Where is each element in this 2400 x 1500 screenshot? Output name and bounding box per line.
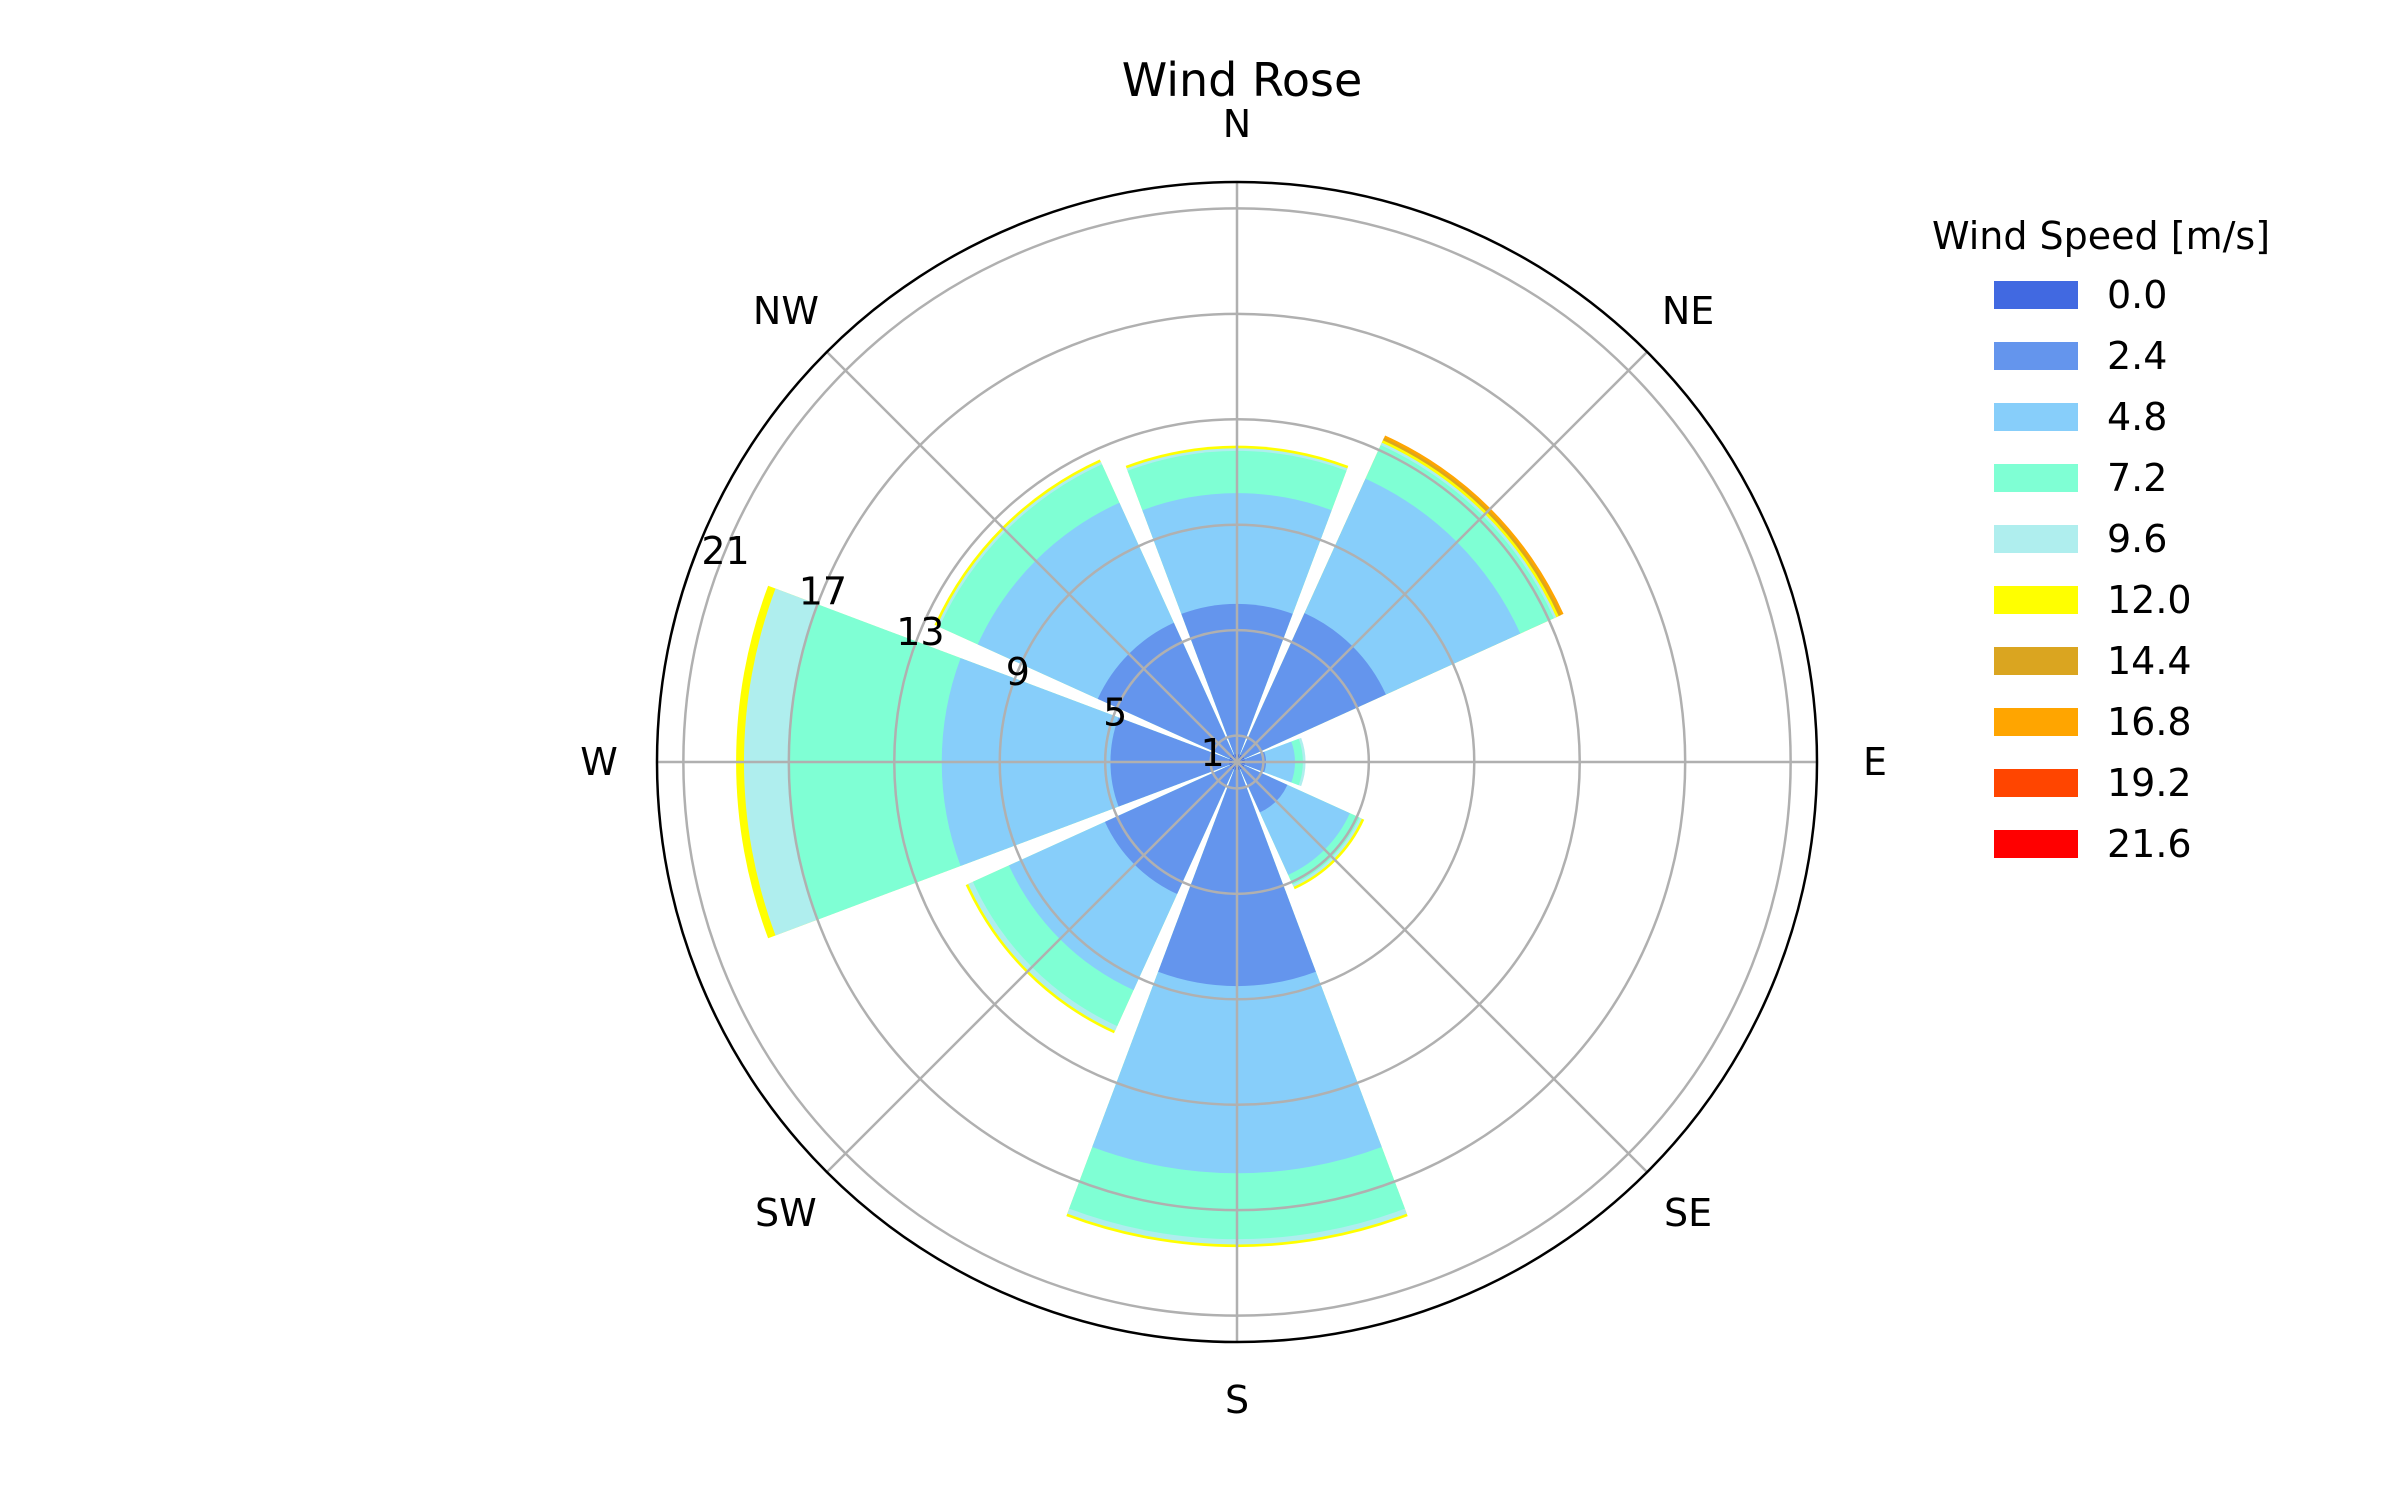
legend-swatch [1994, 525, 2078, 553]
direction-label-n: N [1223, 102, 1251, 146]
legend-swatch [1994, 586, 2078, 614]
radial-tick-label: 21 [701, 529, 749, 573]
grid-layer [657, 182, 1817, 1342]
direction-label-sw: SW [755, 1191, 817, 1235]
radial-tick-label: 17 [799, 570, 847, 614]
radial-tick-label: 9 [1006, 650, 1030, 694]
legend-label: 19.2 [2107, 761, 2192, 805]
legend-swatch [1994, 281, 2078, 309]
legend-swatch [1994, 830, 2078, 858]
legend-label: 4.8 [2107, 395, 2167, 439]
chart-title: Wind Rose [1122, 53, 1363, 107]
legend-swatch [1994, 708, 2078, 736]
radial-tick-label: 5 [1103, 691, 1127, 735]
legend-swatch [1994, 464, 2078, 492]
legend-label: 21.6 [2107, 822, 2192, 866]
direction-label-se: SE [1664, 1191, 1712, 1235]
legend-label: 12.0 [2107, 578, 2192, 622]
radial-tick-label: 1 [1201, 731, 1225, 775]
legend-label: 16.8 [2107, 700, 2192, 744]
legend-label: 7.2 [2107, 456, 2167, 500]
legend-label: 2.4 [2107, 334, 2167, 378]
direction-label-ne: NE [1662, 289, 1714, 333]
legend-label: 9.6 [2107, 517, 2167, 561]
direction-label-w: W [580, 740, 618, 784]
legend-swatch [1994, 403, 2078, 431]
legend-swatch [1994, 342, 2078, 370]
direction-label-s: S [1225, 1378, 1249, 1422]
legend-label: 0.0 [2107, 273, 2167, 317]
legend-swatch [1994, 647, 2078, 675]
legend-title: Wind Speed [m/s] [1932, 214, 2270, 258]
legend-label: 14.4 [2107, 639, 2192, 683]
direction-label-nw: NW [753, 289, 819, 333]
legend-swatch [1994, 769, 2078, 797]
legend: Wind Speed [m/s] 0.0 2.4 4.8 7.2 9.6 12.0 14.4… [1932, 214, 2270, 866]
radial-tick-label: 13 [896, 610, 944, 654]
direction-label-e: E [1863, 740, 1887, 784]
bars-layer [736, 435, 1563, 1247]
